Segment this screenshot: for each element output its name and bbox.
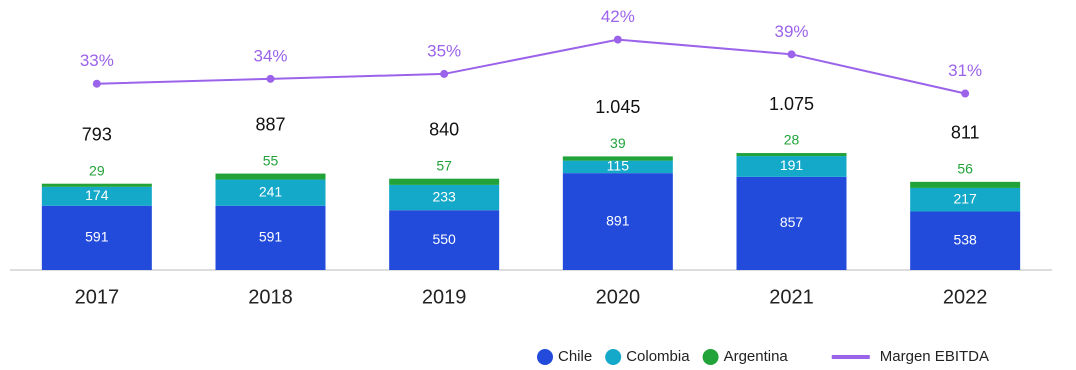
line-point [613,35,622,44]
line-label: 39% [774,22,808,41]
total-label: 793 [82,124,112,144]
segment-label: 591 [259,229,283,245]
legend-label: Argentina [724,348,789,365]
legend-marker [605,349,622,365]
bar-segment [215,205,326,270]
bar-segment [736,156,847,177]
line-label: 42% [601,7,635,26]
line-point [961,89,970,98]
segment-label: 39 [610,135,626,151]
segment-label: 591 [85,229,109,245]
segment-label: 29 [89,162,105,178]
bar-segment [215,179,326,206]
line-point [440,69,449,78]
segment-label: 217 [953,190,977,206]
segment-label: 191 [780,157,804,173]
bar-segment [910,187,1021,212]
bar-segment [41,183,152,187]
bar-segment [389,178,500,185]
line-point [787,50,796,59]
line-label: 33% [80,51,114,70]
bar-segment [562,156,673,161]
line-point [92,79,101,88]
x-tick-label: 2022 [943,286,988,308]
segment-label: 241 [259,183,283,199]
legend-marker [537,349,553,365]
total-label: 811 [951,123,980,143]
bar-segment [215,173,326,180]
x-tick-label: 2021 [769,286,814,308]
segment-label: 550 [432,231,456,247]
x-tick-label: 2017 [75,286,120,308]
segment-label: 56 [957,161,973,177]
line-label: 31% [948,61,982,80]
segment-label: 857 [780,214,804,230]
legend-marker [702,349,719,365]
line-point [266,74,275,83]
line-label: 35% [427,41,461,60]
bar-segment [562,173,673,270]
segment-label: 28 [784,132,800,148]
bar-segment [736,176,847,270]
legend-label: Margen EBITDA [880,348,989,365]
x-tick-label: 2020 [596,286,641,308]
bar-segment [910,181,1021,188]
segment-label: 57 [436,157,452,173]
total-label: 887 [255,114,285,134]
bar-segment [389,184,500,211]
legend-label: Chile [558,348,592,365]
segment-label: 233 [432,188,456,204]
bar-segment [910,211,1021,270]
segment-label: 891 [606,212,630,228]
line-label: 34% [253,46,287,65]
bar-segment [562,160,673,174]
total-label: 840 [429,119,459,139]
segment-label: 538 [953,231,977,247]
segment-label: 174 [85,187,109,203]
bar-segment [736,153,847,157]
segment-label: 55 [263,152,279,168]
x-tick-label: 2018 [248,286,293,308]
line [96,38,966,95]
legend-label: Colombia [626,348,690,365]
x-tick-label: 2019 [422,286,467,308]
total-label: 1.045 [595,97,640,117]
total-label: 1.075 [769,94,814,114]
segment-label: 115 [607,158,630,174]
bar-segment [389,210,500,270]
bar-segment [41,186,152,206]
bar-segment [41,205,152,270]
